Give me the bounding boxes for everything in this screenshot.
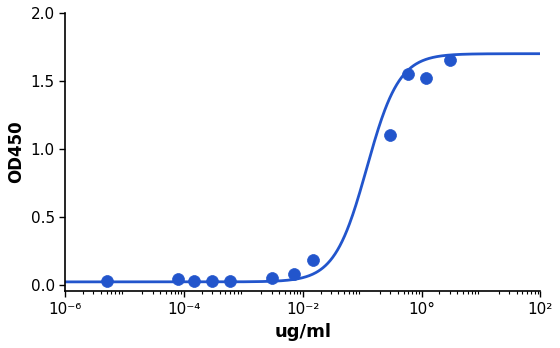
- Point: [267, 275, 276, 280]
- Point: [190, 278, 199, 283]
- Point: [309, 258, 318, 263]
- Point: [386, 132, 395, 138]
- Y-axis label: OD450: OD450: [7, 121, 25, 183]
- Point: [445, 58, 454, 63]
- Point: [404, 71, 413, 77]
- Point: [174, 276, 183, 282]
- Point: [289, 271, 298, 277]
- Point: [226, 278, 235, 283]
- X-axis label: ug/ml: ug/ml: [274, 323, 331, 341]
- Point: [208, 278, 217, 283]
- Point: [102, 278, 111, 283]
- Point: [422, 76, 431, 81]
